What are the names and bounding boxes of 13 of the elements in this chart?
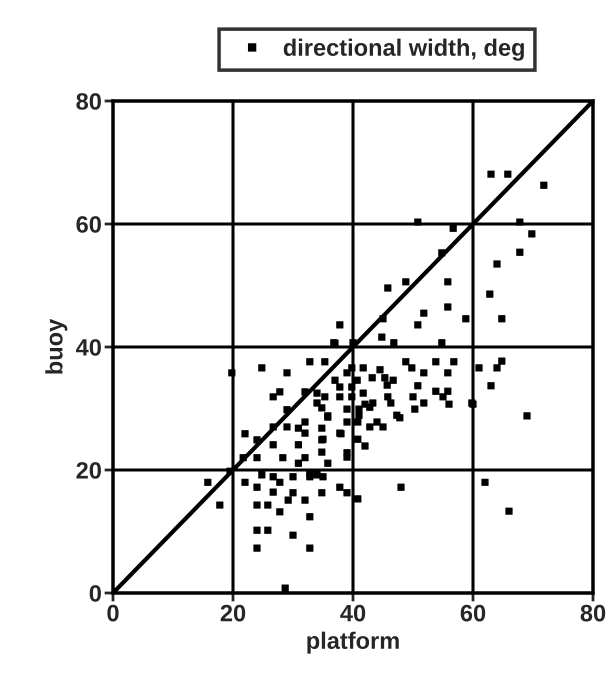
y-axis-title: buoy	[45, 318, 68, 374]
x-tick-label: 40	[340, 604, 366, 622]
x-tick-label: 0	[107, 604, 119, 622]
x-tick-label: 20	[220, 604, 246, 622]
x-tick-label: 60	[460, 604, 486, 622]
legend-label: directional width, deg	[284, 38, 524, 61]
y-tick-label: 80	[76, 93, 101, 110]
y-tick-label: 20	[76, 462, 101, 479]
y-tick-label: 0	[90, 585, 101, 602]
y-tick-label: 60	[76, 216, 101, 233]
y-tick-label: 40	[76, 339, 101, 356]
x-tick-label: 80	[580, 604, 606, 622]
x-axis-title: platform	[307, 632, 399, 654]
